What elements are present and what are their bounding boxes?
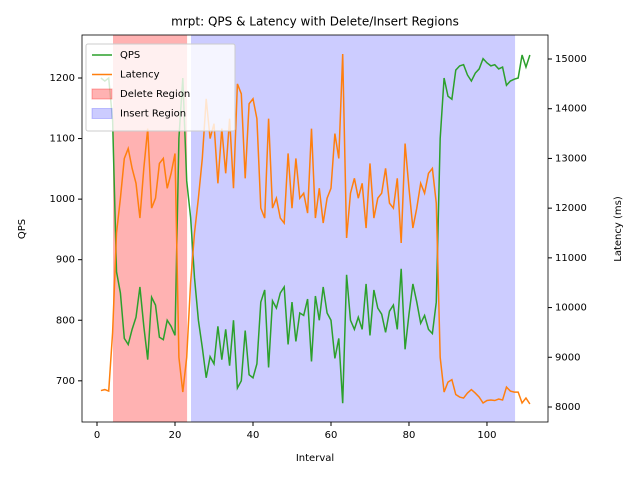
x-tick-label: 40	[247, 430, 260, 441]
legend-label: Insert Region	[120, 109, 186, 120]
y-tick-label: 1100	[50, 134, 75, 145]
y-tick-label: 700	[56, 376, 75, 387]
line-series	[100, 54, 531, 404]
x-tick-label: 100	[477, 430, 496, 441]
y-tick-label: 900	[56, 255, 75, 266]
y-tick-label: 800	[56, 315, 75, 326]
y-tick-label: 1000	[50, 194, 75, 205]
y2-tick-label: 10000	[555, 303, 587, 314]
region	[190, 35, 516, 422]
y-axis-label: QPS	[17, 219, 28, 239]
legend-label: Delete Region	[120, 89, 190, 100]
y2-tick-label: 12000	[555, 203, 587, 214]
legend-label: QPS	[120, 50, 140, 61]
y2-axis-label: Latency (ms)	[613, 196, 624, 262]
x-axis-label: Interval	[296, 453, 334, 464]
legend-patch	[91, 88, 113, 100]
chart-title: mrpt: QPS & Latency with Delete/Insert R…	[171, 15, 459, 29]
x-tick-label: 80	[403, 430, 416, 441]
legend-patch	[91, 108, 113, 119]
x-tick-label: 20	[169, 430, 182, 441]
legend-label: Latency	[120, 70, 160, 81]
y2-tick-label: 14000	[555, 104, 587, 115]
x-tick-label: 60	[325, 430, 338, 441]
y2-tick-label: 11000	[555, 253, 587, 264]
legend-box	[85, 43, 236, 132]
x-tick-label: 0	[94, 430, 100, 441]
y2-tick-label: 8000	[555, 402, 580, 413]
y2-tick-label: 13000	[555, 153, 587, 164]
y-tick-label: 1200	[50, 73, 75, 84]
y2-tick-label: 15000	[555, 54, 587, 65]
y2-tick-label: 9000	[555, 352, 580, 363]
line-series	[100, 54, 531, 405]
plot-frame	[81, 34, 549, 423]
